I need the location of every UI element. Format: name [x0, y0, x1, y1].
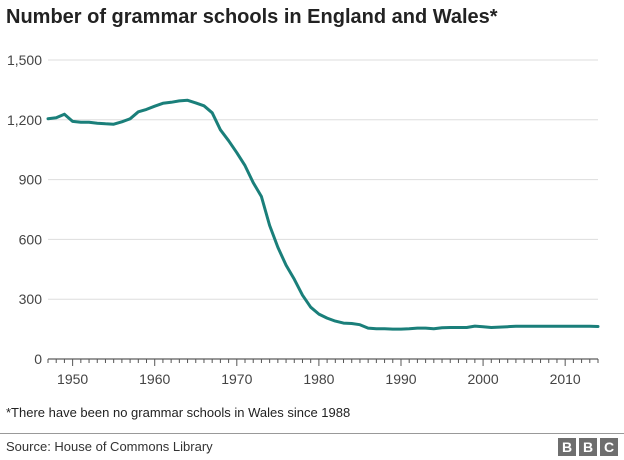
gridlines: [48, 59, 598, 300]
chart-title: Number of grammar schools in England and…: [6, 6, 498, 28]
logo-letter-b2: B: [579, 438, 597, 456]
x-tick-label: 1950: [57, 371, 88, 387]
x-tick-label: 1970: [221, 371, 252, 387]
x-tick-label: 2010: [550, 371, 581, 387]
bbc-logo: B B C: [558, 438, 618, 456]
y-tick-label: 1,500: [7, 52, 42, 68]
series-line-grammar-schools: [46, 98, 600, 331]
y-tick-label: 300: [19, 291, 43, 307]
x-axis: 1950 1960 1970 1980 1990 2000 2010: [47, 358, 599, 387]
y-tick-label: 900: [19, 172, 43, 188]
y-tick-label: 600: [19, 231, 43, 247]
footnote: *There have been no grammar schools in W…: [6, 405, 351, 420]
x-tick-label: 1980: [303, 371, 334, 387]
line-chart: 0 300 600 900 1,200 1,500 1950 1960 1970 1980 199…: [7, 52, 600, 387]
logo-letter-b1: B: [558, 438, 576, 456]
series-group: [46, 98, 600, 331]
y-tick-label: 1,200: [7, 112, 42, 128]
y-axis-ticks: 0 300 600 900 1,200 1,500: [7, 52, 42, 367]
footer-divider: [0, 433, 624, 434]
y-tick-label: 0: [34, 351, 42, 367]
x-tick-label: 1960: [139, 371, 170, 387]
x-tick-label: 2000: [467, 371, 498, 387]
logo-letter-c: C: [600, 438, 618, 456]
source-credit: Source: House of Commons Library: [6, 439, 213, 454]
x-tick-label: 1990: [385, 371, 416, 387]
